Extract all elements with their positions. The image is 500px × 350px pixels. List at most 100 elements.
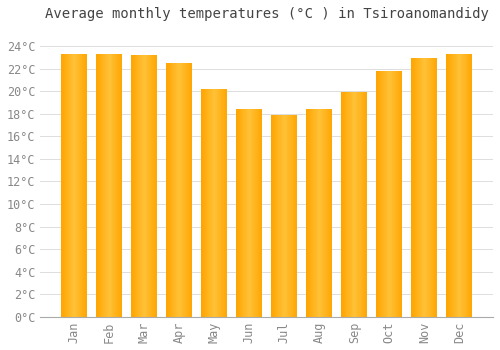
Bar — [98, 54, 99, 317]
Bar — [362, 92, 363, 317]
Bar — [105, 54, 106, 317]
Bar — [131, 55, 132, 317]
Bar — [345, 92, 346, 317]
Bar — [71, 54, 72, 317]
Bar — [389, 71, 390, 317]
Bar — [322, 109, 323, 317]
Bar — [80, 54, 81, 317]
Bar — [461, 54, 462, 317]
Bar — [356, 92, 357, 317]
Bar — [324, 109, 325, 317]
Bar — [342, 92, 343, 317]
Bar — [172, 63, 173, 317]
Bar — [426, 58, 427, 317]
Bar — [366, 92, 367, 317]
Bar — [212, 89, 213, 317]
Bar — [413, 58, 414, 317]
Bar — [256, 109, 257, 317]
Bar — [328, 109, 329, 317]
Bar — [359, 92, 360, 317]
Bar — [220, 89, 221, 317]
Bar — [386, 71, 387, 317]
Bar — [437, 58, 438, 317]
Bar — [420, 58, 421, 317]
Bar — [430, 58, 431, 317]
Bar — [306, 109, 332, 317]
Bar — [143, 55, 144, 317]
Bar — [297, 115, 298, 317]
Bar — [365, 92, 366, 317]
Bar — [452, 54, 453, 317]
Bar — [286, 115, 287, 317]
Bar — [102, 54, 104, 317]
Bar — [187, 63, 188, 317]
Bar — [142, 55, 143, 317]
Bar — [61, 54, 87, 317]
Bar — [119, 54, 120, 317]
Bar — [400, 71, 401, 317]
Bar — [151, 55, 152, 317]
Bar — [201, 89, 202, 317]
Bar — [239, 109, 240, 317]
Bar — [209, 89, 210, 317]
Bar — [312, 109, 313, 317]
Bar — [390, 71, 391, 317]
Bar — [68, 54, 69, 317]
Bar — [76, 54, 77, 317]
Bar — [318, 109, 319, 317]
Bar — [150, 55, 151, 317]
Bar — [309, 109, 310, 317]
Bar — [307, 109, 308, 317]
Bar — [341, 92, 342, 317]
Bar — [253, 109, 254, 317]
Bar — [279, 115, 280, 317]
Bar — [367, 92, 368, 317]
Title: Average monthly temperatures (°C ) in Tsiroanomandidy: Average monthly temperatures (°C ) in Ts… — [44, 7, 488, 21]
Bar — [350, 92, 351, 317]
Bar — [67, 54, 68, 317]
Bar — [184, 63, 185, 317]
Bar — [111, 54, 112, 317]
Bar — [248, 109, 249, 317]
Bar — [183, 63, 184, 317]
Bar — [331, 109, 332, 317]
Bar — [236, 109, 262, 317]
Bar — [271, 115, 272, 317]
Bar — [136, 55, 137, 317]
Bar — [201, 89, 228, 317]
Bar — [327, 109, 328, 317]
Bar — [271, 115, 297, 317]
Bar — [166, 63, 167, 317]
Bar — [96, 54, 122, 317]
Bar — [66, 54, 67, 317]
Bar — [346, 92, 347, 317]
Bar — [289, 115, 290, 317]
Bar — [186, 63, 187, 317]
Bar — [140, 55, 141, 317]
Bar — [101, 54, 102, 317]
Bar — [81, 54, 82, 317]
Bar — [243, 109, 244, 317]
Bar — [259, 109, 260, 317]
Bar — [296, 115, 297, 317]
Bar — [141, 55, 142, 317]
Bar — [449, 54, 450, 317]
Bar — [154, 55, 155, 317]
Bar — [379, 71, 380, 317]
Bar — [208, 89, 209, 317]
Bar — [277, 115, 278, 317]
Bar — [246, 109, 247, 317]
Bar — [376, 71, 402, 317]
Bar — [247, 109, 248, 317]
Bar — [177, 63, 178, 317]
Bar — [436, 58, 437, 317]
Bar — [323, 109, 324, 317]
Bar — [174, 63, 175, 317]
Bar — [364, 92, 365, 317]
Bar — [397, 71, 398, 317]
Bar — [132, 55, 133, 317]
Bar — [276, 115, 277, 317]
Bar — [97, 54, 98, 317]
Bar — [204, 89, 205, 317]
Bar — [108, 54, 109, 317]
